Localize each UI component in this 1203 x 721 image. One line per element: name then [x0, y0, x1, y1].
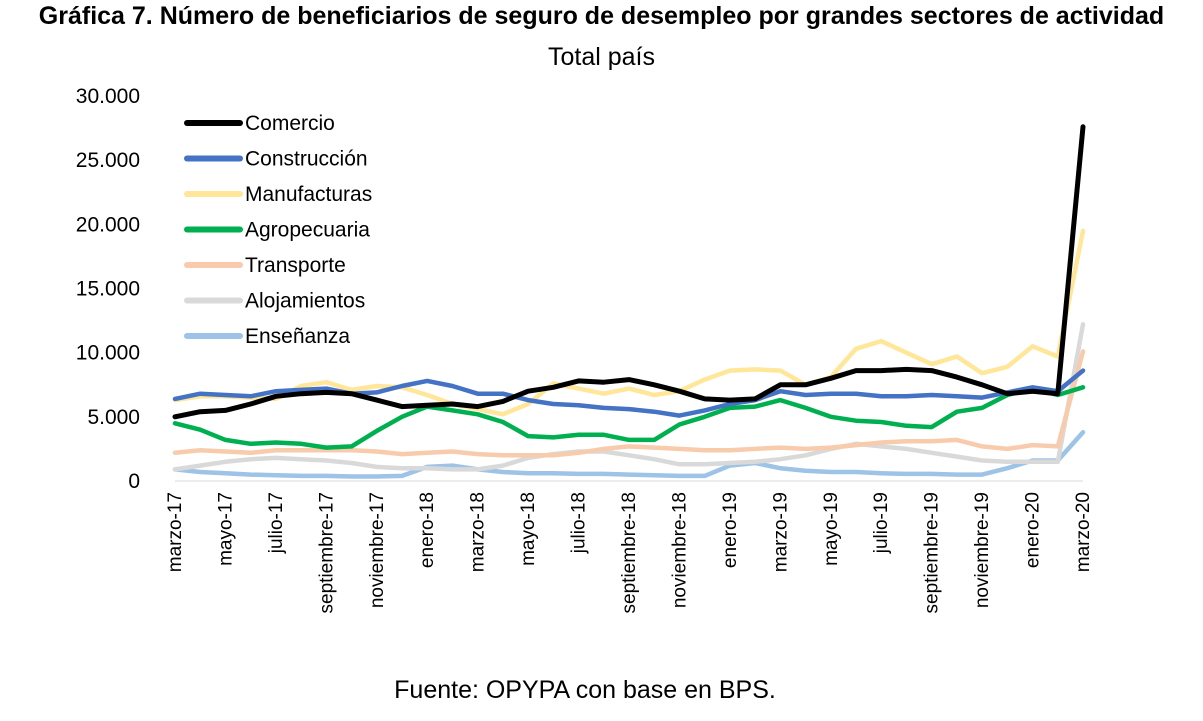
y-axis: 0 5.000 10.000 15.000 20.000 25.000 30.000 [76, 85, 140, 493]
x-tick-label: noviembre-19 [972, 492, 993, 608]
x-tick-label: marzo-18 [468, 492, 489, 572]
series-line-manufacturas [172, 228, 1086, 417]
y-tick-label: 0 [128, 470, 140, 493]
legend-label: Alojamientos [245, 290, 365, 313]
legend-label: Enseñanza [245, 325, 350, 348]
x-tick-label: julio-18 [569, 492, 590, 554]
x-tick-label: mayo-17 [215, 492, 236, 566]
source-note: Fuente: OPYPA con base en BPS. [394, 676, 776, 704]
legend-label: Comercio [245, 112, 335, 135]
x-tick-label: marzo-19 [770, 492, 791, 572]
x-tick-label: noviembre-17 [367, 492, 388, 608]
x-tick-label: septiembre-19 [922, 492, 943, 613]
y-tick-label: 15.000 [76, 278, 140, 301]
x-tick-label: mayo-19 [821, 492, 842, 566]
y-tick-label: 10.000 [76, 342, 140, 365]
y-tick-label: 30.000 [76, 85, 140, 108]
x-tick-label: noviembre-18 [669, 492, 690, 608]
chart-subtitle: Total país [547, 43, 655, 71]
y-tick-label: 5.000 [87, 406, 140, 429]
series-line-construcción [172, 368, 1086, 418]
chart-title: Gráfica 7. Número de beneficiarios de se… [38, 2, 1165, 30]
series-line-enseñanza [172, 429, 1086, 479]
legend: Comercio Construcción Manufacturas Agropecu… [184, 112, 372, 348]
legend-label: Construcción [245, 148, 368, 171]
x-tick-label: julio-17 [266, 492, 287, 554]
x-tick-label: enero-19 [720, 492, 741, 568]
x-tick-label: julio-19 [871, 492, 892, 554]
x-axis: marzo-17 mayo-17 julio-17 septiembre-17 novi… [165, 492, 1094, 613]
x-tick-label: marzo-20 [1073, 492, 1094, 572]
y-tick-label: 20.000 [76, 213, 140, 236]
x-tick-label: enero-20 [1023, 492, 1044, 568]
x-tick-label: septiembre-17 [316, 492, 337, 613]
x-tick-label: septiembre-18 [619, 492, 640, 613]
legend-label: Agropecuaria [245, 219, 370, 242]
legend-label: Manufacturas [245, 183, 372, 206]
legend-label: Transporte [245, 254, 346, 277]
x-tick-label: enero-18 [417, 492, 438, 568]
series-lines [172, 124, 1086, 479]
x-tick-label: marzo-17 [165, 492, 186, 572]
y-tick-label: 25.000 [76, 149, 140, 172]
series-line-alojamientos [172, 322, 1086, 472]
series-line-agropecuaria [172, 385, 1086, 450]
x-tick-label: mayo-18 [518, 492, 539, 566]
series-line-comercio [172, 124, 1086, 420]
series-line-transporte [172, 349, 1086, 458]
